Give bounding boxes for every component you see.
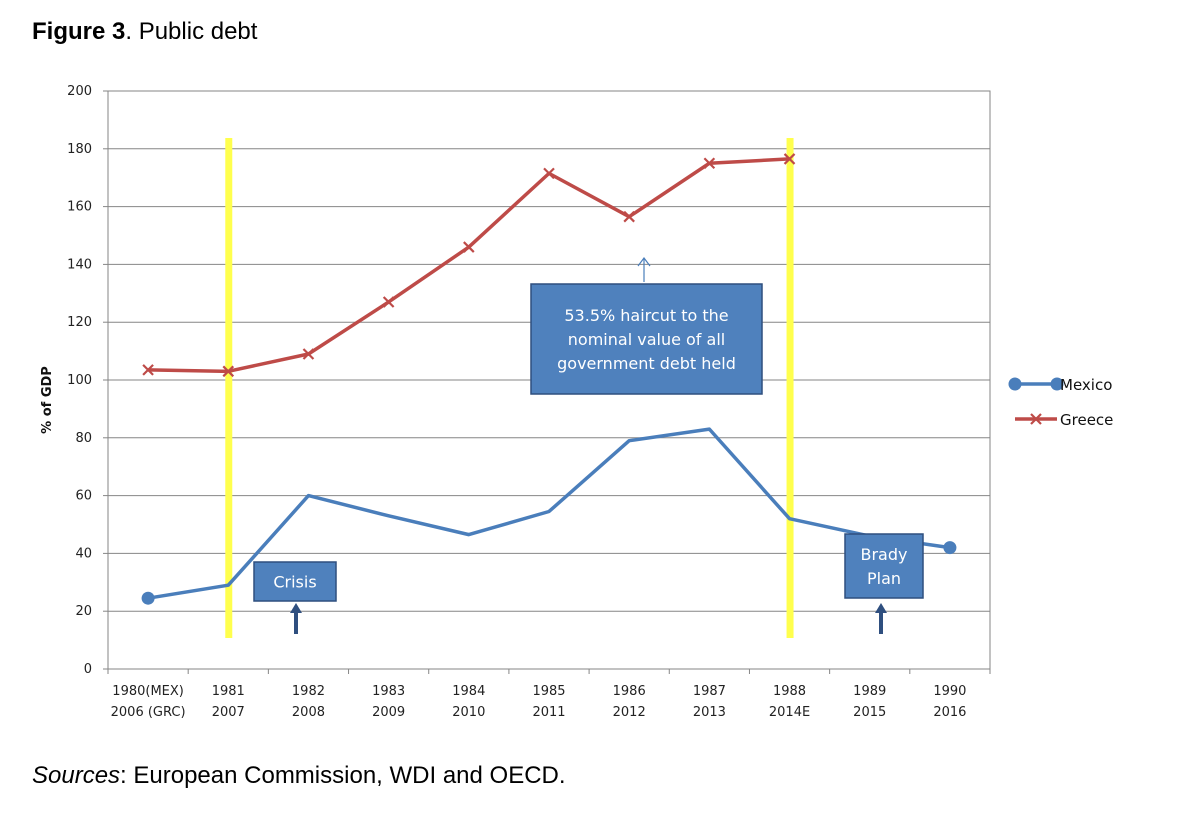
y-axis-label: % of GDP [40,366,55,434]
sources-text: : European Commission, WDI and OECD. [120,762,566,789]
annotation-box [253,561,337,602]
data-point-greece [783,153,796,165]
x-tick-label-bottom: 2013 [693,705,726,720]
y-tick-label: 180 [67,142,92,157]
y-tick-label: 80 [75,431,92,446]
data-point-greece [543,167,555,180]
x-tick-label-bottom: 2007 [212,705,245,720]
y-tick-label: 0 [84,662,92,677]
annotation-text: 53.5% haircut to the [564,306,728,325]
x-tick-label-bottom: 2008 [292,705,325,720]
x-tick-label-bottom: 2006 (GRC) [111,705,186,720]
x-tick-label-bottom: 2015 [853,705,886,720]
y-tick-label: 20 [75,604,92,619]
data-point-mexico [943,541,957,555]
annotation-box [530,283,763,395]
highlight-bars [225,138,794,638]
y-tick-label: 160 [67,200,92,215]
x-tick-label-bottom: 2011 [532,705,565,720]
legend-marker-mexico [1050,377,1064,391]
figure-title-number: Figure 3 [32,18,126,45]
figure-title: Figure 3. Public debt [32,18,257,46]
annotation-text: Crisis [273,573,316,592]
x-tick-label-bottom: 2014E [769,705,810,720]
annotation-arrow-head [290,603,302,613]
x-tick-label-top: 1981 [212,684,245,699]
x-tick-label-bottom: 2012 [613,705,646,720]
y-tick-label: 60 [75,489,92,504]
y-tick-label: 140 [67,257,92,272]
legend: Mexico Greece [1008,376,1113,429]
x-tick-label-top: 1987 [693,684,726,699]
annotation-arrow-head [875,603,887,613]
x-tick-label-top: 1989 [853,684,886,699]
y-tick-label: 100 [67,373,92,388]
data-point-greece [623,210,635,223]
x-tick-label-bottom: 2009 [372,705,405,720]
x-tick-label-top: 1984 [452,684,485,699]
annotation-box [844,533,924,599]
x-tick-label-bottom: 2010 [452,705,485,720]
legend-marker-greece [1030,413,1042,425]
x-tick-label-top: 1985 [532,684,565,699]
annotation-text: nominal value of all [568,330,725,349]
data-point-mexico [141,591,155,605]
x-tick-label-top: 1986 [613,684,646,699]
annotation-arrow-head [637,257,651,267]
data-point-greece [222,365,235,378]
y-tick-label: 120 [67,315,92,330]
y-tick-label: 40 [75,546,92,561]
x-tick-label-top: 1983 [372,684,405,699]
data-point-greece [302,348,315,360]
legend-label-greece: Greece [1060,411,1113,429]
sources-label: Sources [32,762,121,789]
legend-marker-mexico [1008,377,1022,391]
x-tick-label-top: 1980(MEX) [112,684,184,699]
data-point-greece [382,296,395,308]
y-tick-label: 200 [67,84,92,99]
series-line-mexico [147,427,951,600]
data-point-greece [142,364,154,376]
highlight-bar [225,138,233,638]
annotations: 53.5% haircut to the nominal value of all… [253,257,924,634]
annotation-text: Plan [867,569,901,588]
x-tick-label-top: 1990 [933,684,966,699]
annotation-text: Brady [861,545,908,564]
series-lines [141,153,957,605]
sources-note: Sources: European Commission, WDI and OE… [32,762,566,790]
annotation-text: government debt held [557,354,736,373]
data-point-greece [463,241,475,253]
figure-title-text: . Public debt [125,18,258,45]
highlight-bar [786,138,794,638]
data-point-greece [703,157,716,170]
legend-label-mexico: Mexico [1060,376,1112,394]
x-tick-label-bottom: 2016 [933,705,966,720]
axes: 0 20 40 60 80 100 120 140 160 180 200 1980(MEX) 2006… [40,84,991,720]
x-tick-label-top: 1982 [292,684,325,699]
x-tick-label-top: 1988 [773,684,806,699]
